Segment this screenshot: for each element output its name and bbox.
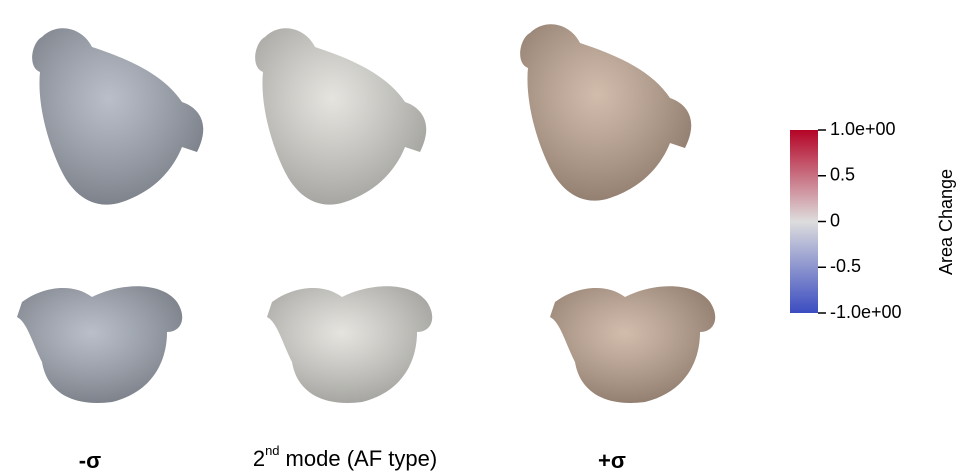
colorbar-tick-label: 0.5 xyxy=(830,165,855,185)
shape-mean-bottom xyxy=(267,286,433,403)
colorbar-title: Area Change xyxy=(936,169,956,275)
mode-suffix: nd xyxy=(265,443,279,458)
colorbar-tick-label: 0 xyxy=(830,210,840,230)
shape-plus-top xyxy=(520,24,692,201)
label-mode: 2nd mode (AF type) xyxy=(253,443,437,470)
shape-mean-top xyxy=(255,28,427,205)
colorbar-tick-label: -0.5 xyxy=(830,256,861,276)
colorbar-tick-label: 1.0e+00 xyxy=(830,119,896,139)
colorbar-tick-label: -1.0e+00 xyxy=(830,302,902,322)
mode-number: 2 xyxy=(253,446,265,471)
colorbar: 1.0e+00 0.5 0 -0.5 -1.0e+00 xyxy=(790,119,902,322)
colorbar-gradient xyxy=(790,130,818,313)
shape-plus-bottom xyxy=(550,286,716,403)
shape-minus-top xyxy=(32,28,204,205)
label-minus: -σ xyxy=(79,448,101,473)
shape-minus-bottom xyxy=(17,286,183,403)
label-plus: +σ xyxy=(598,448,626,473)
mode-rest: mode (AF type) xyxy=(286,446,438,471)
